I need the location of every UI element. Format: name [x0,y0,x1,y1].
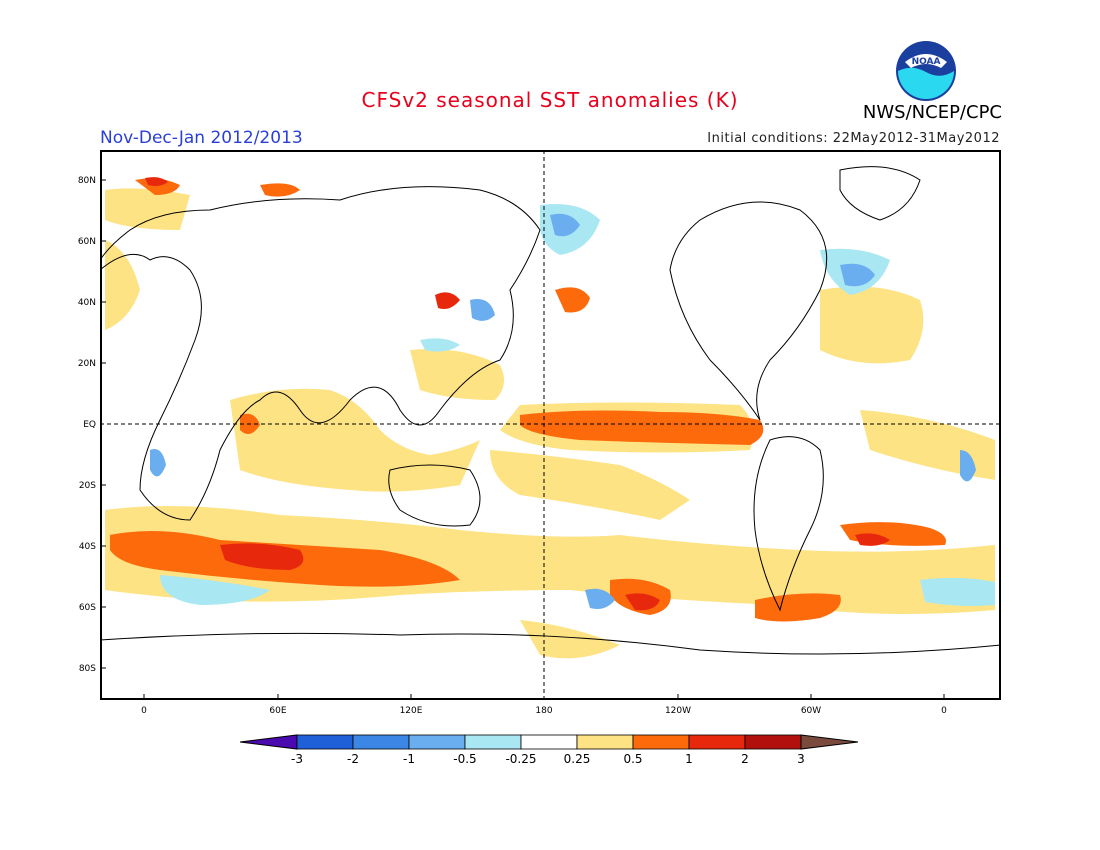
chart-title: CFSv2 seasonal SST anomalies (K) [361,88,739,112]
cbar-label-3: -0.5 [453,752,477,766]
coastlines [100,166,1001,655]
lat-label-60n: 60N [77,237,96,247]
cbar-label-4: -0.25 [505,752,537,766]
colorbar-low-end [240,734,298,750]
warm-light-fields [105,188,995,659]
colorbar-segment [632,734,690,750]
lat-label-80s: 80S [78,664,96,674]
lat-label-40s: 40S [78,542,96,552]
cbar-label-1: -2 [347,752,359,766]
cbar-label-6: 0.5 [623,752,643,766]
colorbar-segment [520,734,578,750]
colorbar-segment [744,734,802,750]
colorbar-high-end [800,734,859,750]
cbar-label-7: 1 [685,752,693,766]
lat-label-80n: 80N [77,176,96,186]
noaa-logo-icon: NOAA [896,41,956,101]
cool-light-fields [160,204,995,606]
lon-label-120e: 120E [399,706,423,716]
cbar-label-8: 2 [741,752,749,766]
initial-conditions: Initial conditions: 22May2012-31May2012 [707,131,1000,146]
lat-label-20n: 20N [77,359,96,369]
lat-label-40n: 40N [77,298,96,308]
cbar-label-5: 0.25 [563,752,591,766]
lon-label-0-right: 0 [941,706,947,716]
colorbar-segment [576,734,634,750]
lat-label-20s: 20S [78,481,96,491]
map-frame [100,150,1001,700]
warm-strong-fields [145,177,890,611]
colorbar-segment [408,734,466,750]
colorbar-segment [352,734,410,750]
sst-anomaly-map [100,150,1001,700]
lon-label-60e: 60E [269,706,287,716]
colorbar-segment [688,734,746,750]
lat-label-eq: EQ [83,420,96,430]
lon-label-0-left: 0 [141,706,147,716]
colorbar [240,734,859,750]
forecast-period: Nov-Dec-Jan 2012/2013 [100,128,303,148]
lon-label-180: 180 [535,706,553,716]
cbar-label-2: -1 [403,752,415,766]
cbar-label-9: 3 [797,752,805,766]
anomaly-fields [105,177,995,659]
colorbar-segment [296,734,354,750]
cool-medium-fields [150,213,976,609]
colorbar-segment [464,734,522,750]
lat-label-60s: 60S [78,603,96,613]
lon-label-120w: 120W [664,706,692,716]
agency-label: NWS/NCEP/CPC [862,102,1002,123]
logo-text: NOAA [912,57,941,67]
lon-label-60w: 60W [800,706,822,716]
cbar-label-0: -3 [291,752,303,766]
